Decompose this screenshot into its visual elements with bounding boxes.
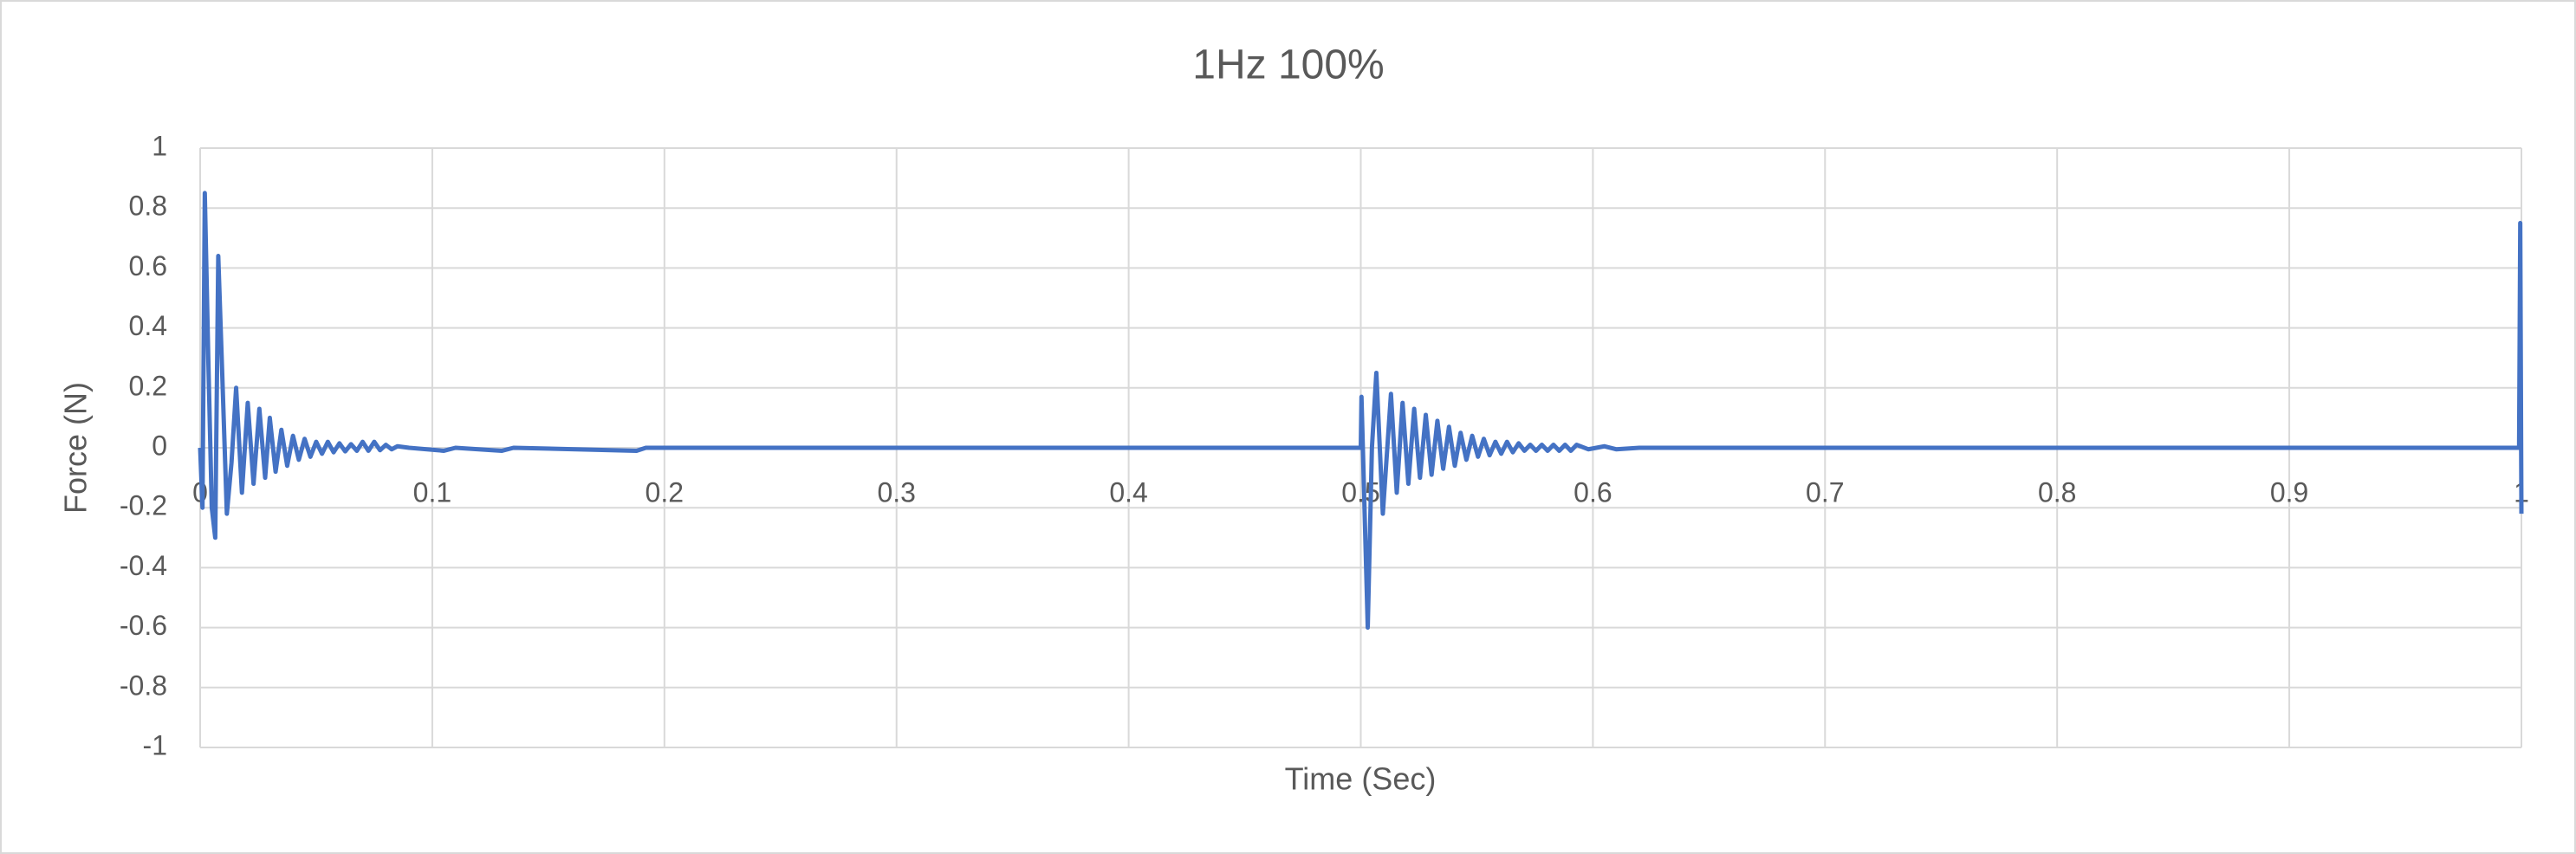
x-tick-label: 0.6 xyxy=(1574,476,1612,508)
y-tick-label: -0.4 xyxy=(120,550,167,581)
y-tick-label: -0.8 xyxy=(120,670,167,701)
chart-title: 1Hz 100% xyxy=(1192,42,1384,88)
y-axis-title: Force (N) xyxy=(58,382,94,514)
y-tick-label: -0.6 xyxy=(120,610,167,641)
x-tick-label: 0.3 xyxy=(877,476,915,508)
data-line xyxy=(198,191,2524,631)
y-tick-label: -1 xyxy=(143,729,167,760)
y-tick-label: -0.2 xyxy=(120,490,167,521)
x-tick-label: 0.8 xyxy=(2038,476,2076,508)
x-tick-label: 0.1 xyxy=(413,476,451,508)
x-tick-label: 0.4 xyxy=(1109,476,1147,508)
y-tick-label: 0 xyxy=(152,430,167,461)
x-tick-label: 0.9 xyxy=(2270,476,2308,508)
y-tick-label: 0.6 xyxy=(129,250,167,281)
y-tick-label: 1 xyxy=(152,130,167,161)
x-tick-label: 0.5 xyxy=(1341,476,1379,508)
y-tick-label: 0.4 xyxy=(129,310,167,341)
x-tick-label: 0.7 xyxy=(1806,476,1844,508)
x-axis-title: Time (Sec) xyxy=(1285,761,1437,797)
x-tick-label: 0.2 xyxy=(646,476,684,508)
y-tick-label: 0.2 xyxy=(129,370,167,401)
y-tick-label: 0.8 xyxy=(129,191,167,222)
